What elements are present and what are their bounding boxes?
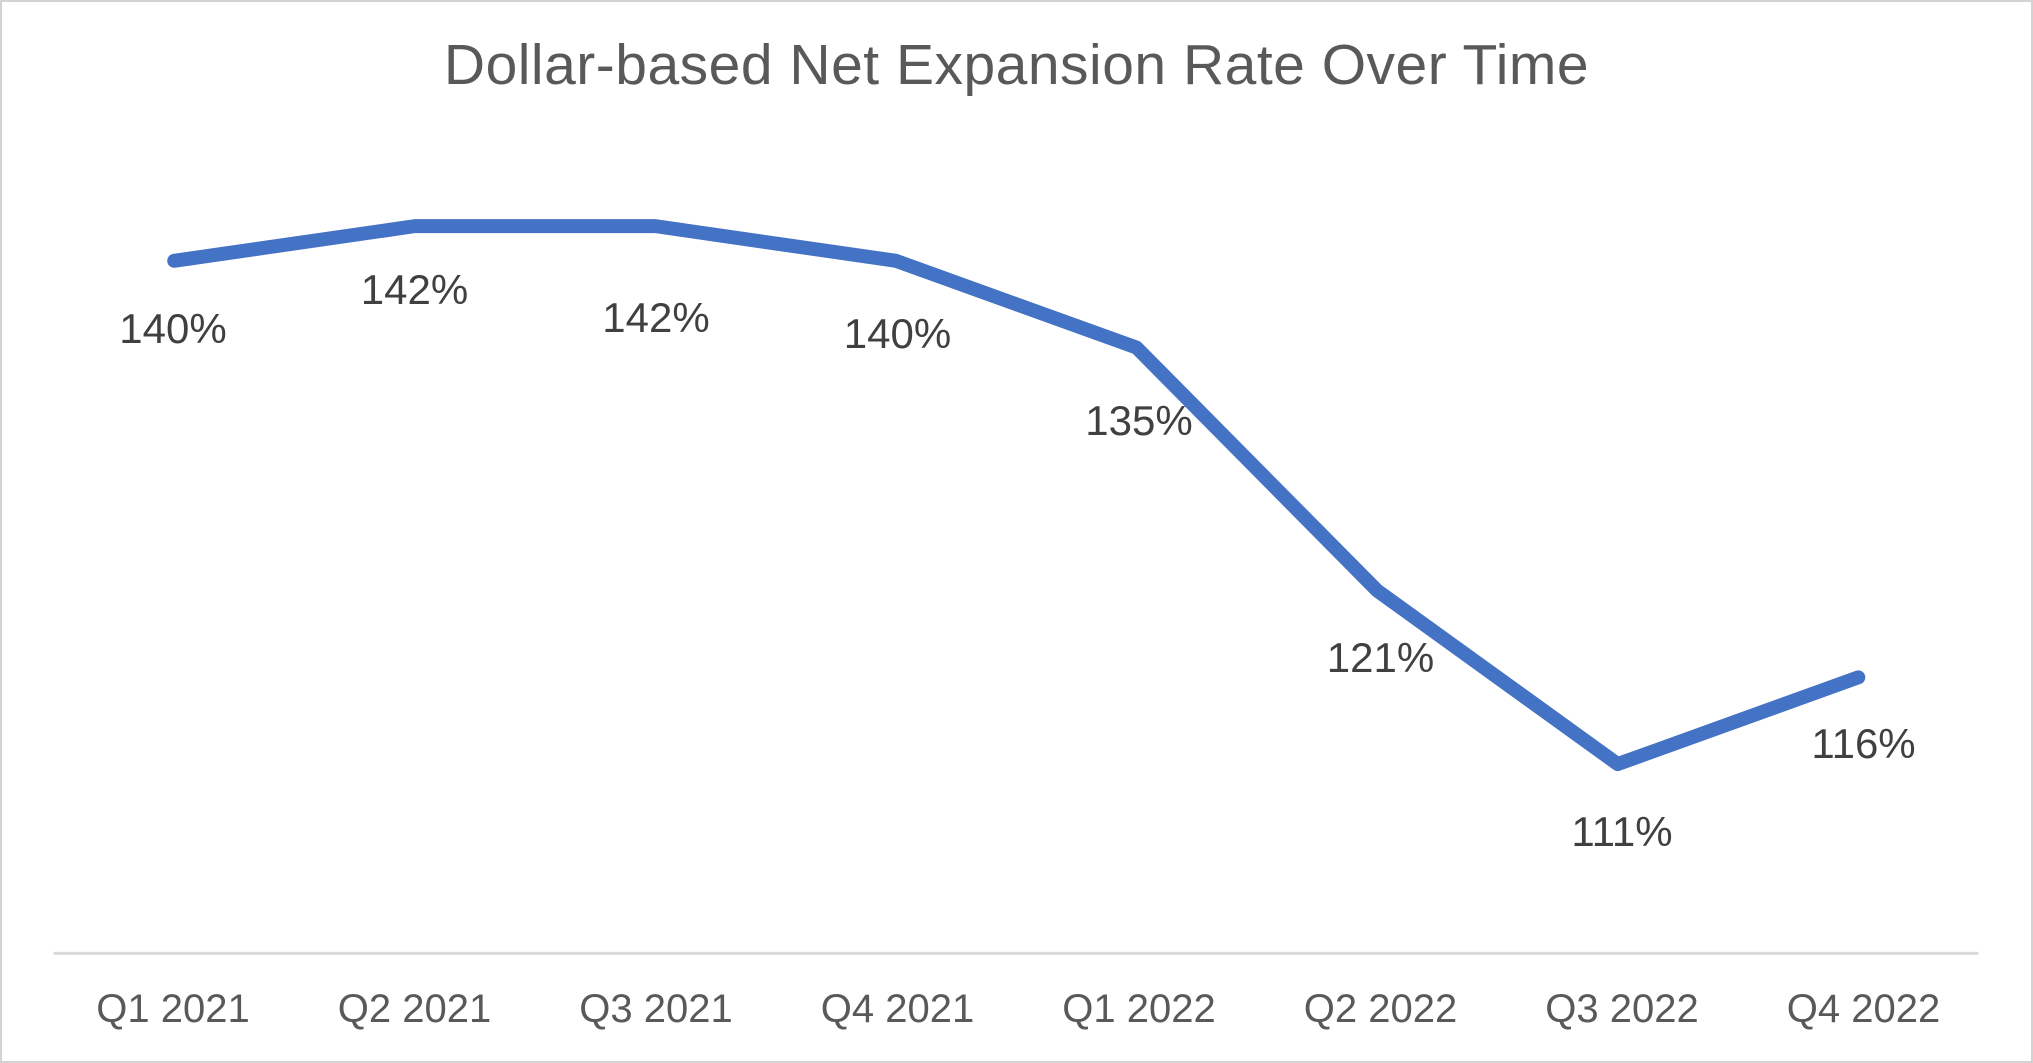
- data-label: 116%: [1811, 719, 1916, 767]
- x-axis-label: Q4 2021: [820, 987, 975, 1031]
- x-axis-label: Q2 2022: [1303, 987, 1458, 1031]
- data-label: 140%: [843, 309, 952, 357]
- x-axis-label: Q3 2022: [1545, 987, 1699, 1031]
- data-label: 142%: [602, 294, 710, 341]
- x-axis-label: Q3 2021: [579, 987, 733, 1031]
- series-line: [167, 219, 1866, 772]
- data-label: 140%: [119, 304, 227, 352]
- data-label: 142%: [360, 266, 469, 313]
- x-axis-label: Q4 2022: [1786, 987, 1941, 1031]
- x-axis-label: Q1 2022: [1062, 987, 1216, 1031]
- x-axis-label: Q2 2021: [337, 987, 492, 1031]
- data-label: 111%: [1571, 808, 1673, 855]
- x-axis-label: Q1 2021: [96, 987, 250, 1031]
- data-label: 121%: [1326, 633, 1435, 681]
- chart-title: Dollar-based Net Expansion Rate Over Tim…: [443, 33, 1590, 97]
- data-label: 135%: [1085, 396, 1193, 444]
